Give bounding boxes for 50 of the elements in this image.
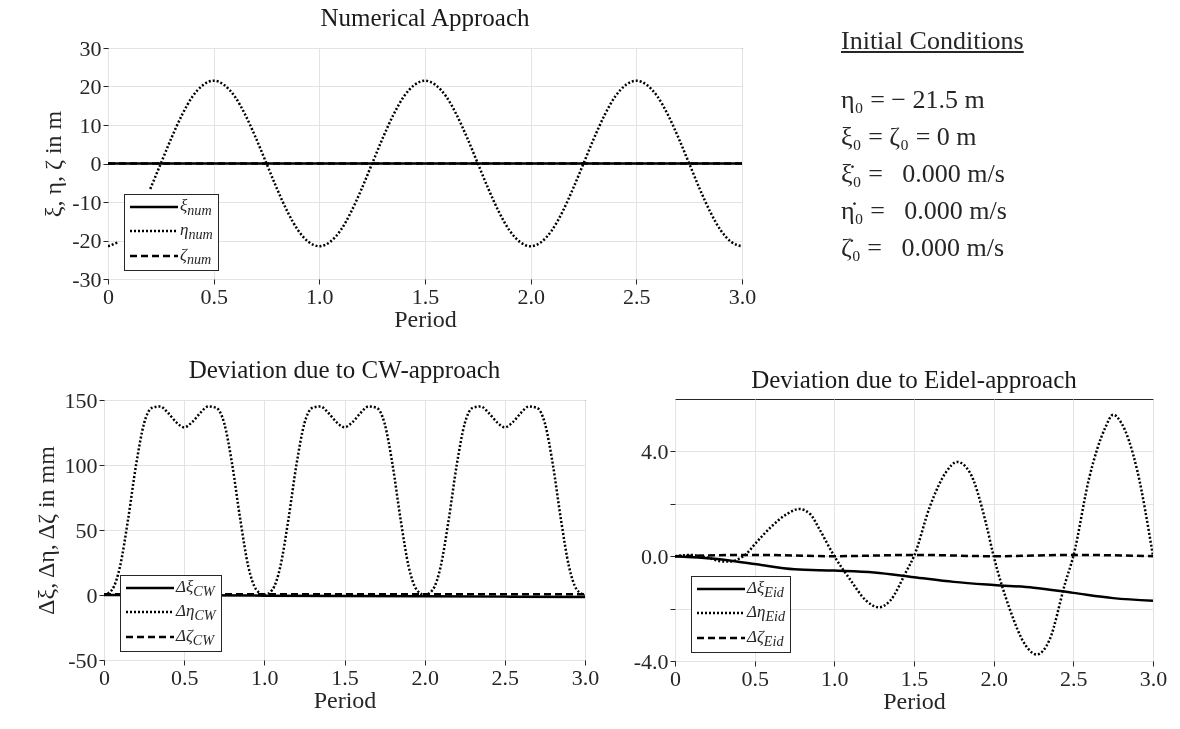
x-tick-label: 0.5 bbox=[170, 664, 199, 690]
y-tick-label: 0 bbox=[86, 582, 98, 608]
y-axis-title: ξ, η, ζ in m bbox=[40, 110, 67, 218]
y-axis-title: Δξ, Δη, Δζ in mm bbox=[32, 445, 59, 615]
y-tick-label: 150 bbox=[64, 387, 98, 413]
legend-label: Δζ$_{CW}$ bbox=[176, 625, 215, 649]
legend-label: Δξ$_{Eid}$ bbox=[747, 578, 784, 601]
chart-title: Deviation due to CW-approach bbox=[188, 356, 501, 383]
legend-label: ζ$_{num}$ bbox=[180, 244, 212, 268]
x-tick-label: 3.0 bbox=[1139, 665, 1168, 691]
y-tick-label: 0.0 bbox=[641, 543, 669, 569]
x-tick-label: 2.0 bbox=[980, 665, 1008, 691]
y-tick-label: 0 bbox=[90, 151, 102, 176]
text: ξ₀ = ζ₀ = 0 m bbox=[841, 121, 978, 153]
text: η̇₀ = 0.000 m/s bbox=[841, 195, 1008, 227]
y-tick-label: -30 bbox=[72, 266, 102, 292]
x-tick-label: 3.0 bbox=[571, 664, 600, 690]
x-tick-label: 2.5 bbox=[491, 664, 520, 690]
y-tick-label: 10 bbox=[79, 112, 102, 138]
y-tick-label: 4.0 bbox=[641, 438, 669, 464]
legend-label: ξ$_{num}$ bbox=[180, 196, 212, 219]
x-tick-label: 2.5 bbox=[1060, 665, 1088, 691]
x-tick-label: 1.0 bbox=[821, 665, 849, 691]
legend-label: Δξ$_{CW}$ bbox=[176, 577, 215, 600]
chart-title: Numerical Approach bbox=[320, 4, 530, 31]
y-tick-label: -4.0 bbox=[633, 648, 669, 674]
text: Initial Conditions bbox=[841, 25, 1024, 57]
y-tick-label: 30 bbox=[79, 35, 102, 61]
text: ξ̇₀ = 0.000 m/s bbox=[841, 158, 1006, 190]
x-tick-label: 1.0 bbox=[306, 283, 334, 309]
x-tick-label: 3.0 bbox=[728, 283, 757, 309]
y-tick-label: 20 bbox=[79, 74, 102, 99]
x-tick-label: 2.0 bbox=[517, 283, 545, 309]
x-tick-label: 1.0 bbox=[251, 664, 279, 690]
legend-label: Δη$_{Eid}$ bbox=[747, 602, 786, 625]
x-tick-label: 0.5 bbox=[200, 283, 228, 309]
y-tick-label: 50 bbox=[75, 517, 98, 543]
chart-title: Deviation due to Eidel-approach bbox=[751, 366, 1078, 393]
y-tick-label: -50 bbox=[68, 647, 98, 673]
legend-label: Δη$_{CW}$ bbox=[176, 601, 216, 624]
x-tick-label: 2.0 bbox=[411, 664, 439, 690]
legend-label: Δζ$_{Eid}$ bbox=[747, 626, 784, 650]
legend-label: η$_{num}$ bbox=[180, 220, 213, 243]
text: η₀ = − 21.5 m bbox=[841, 84, 986, 116]
x-tick-label: 0.5 bbox=[741, 665, 769, 691]
y-tick-label: -20 bbox=[72, 228, 102, 253]
text: ζ̇₀ = 0.000 m/s bbox=[841, 232, 1006, 264]
y-tick-label: 100 bbox=[64, 452, 98, 478]
y-tick-label: -10 bbox=[72, 189, 102, 215]
x-tick-label: 2.5 bbox=[623, 283, 651, 309]
